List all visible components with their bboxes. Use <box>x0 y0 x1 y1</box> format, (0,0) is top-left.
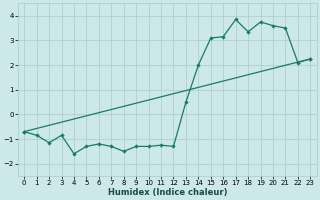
X-axis label: Humidex (Indice chaleur): Humidex (Indice chaleur) <box>108 188 227 197</box>
